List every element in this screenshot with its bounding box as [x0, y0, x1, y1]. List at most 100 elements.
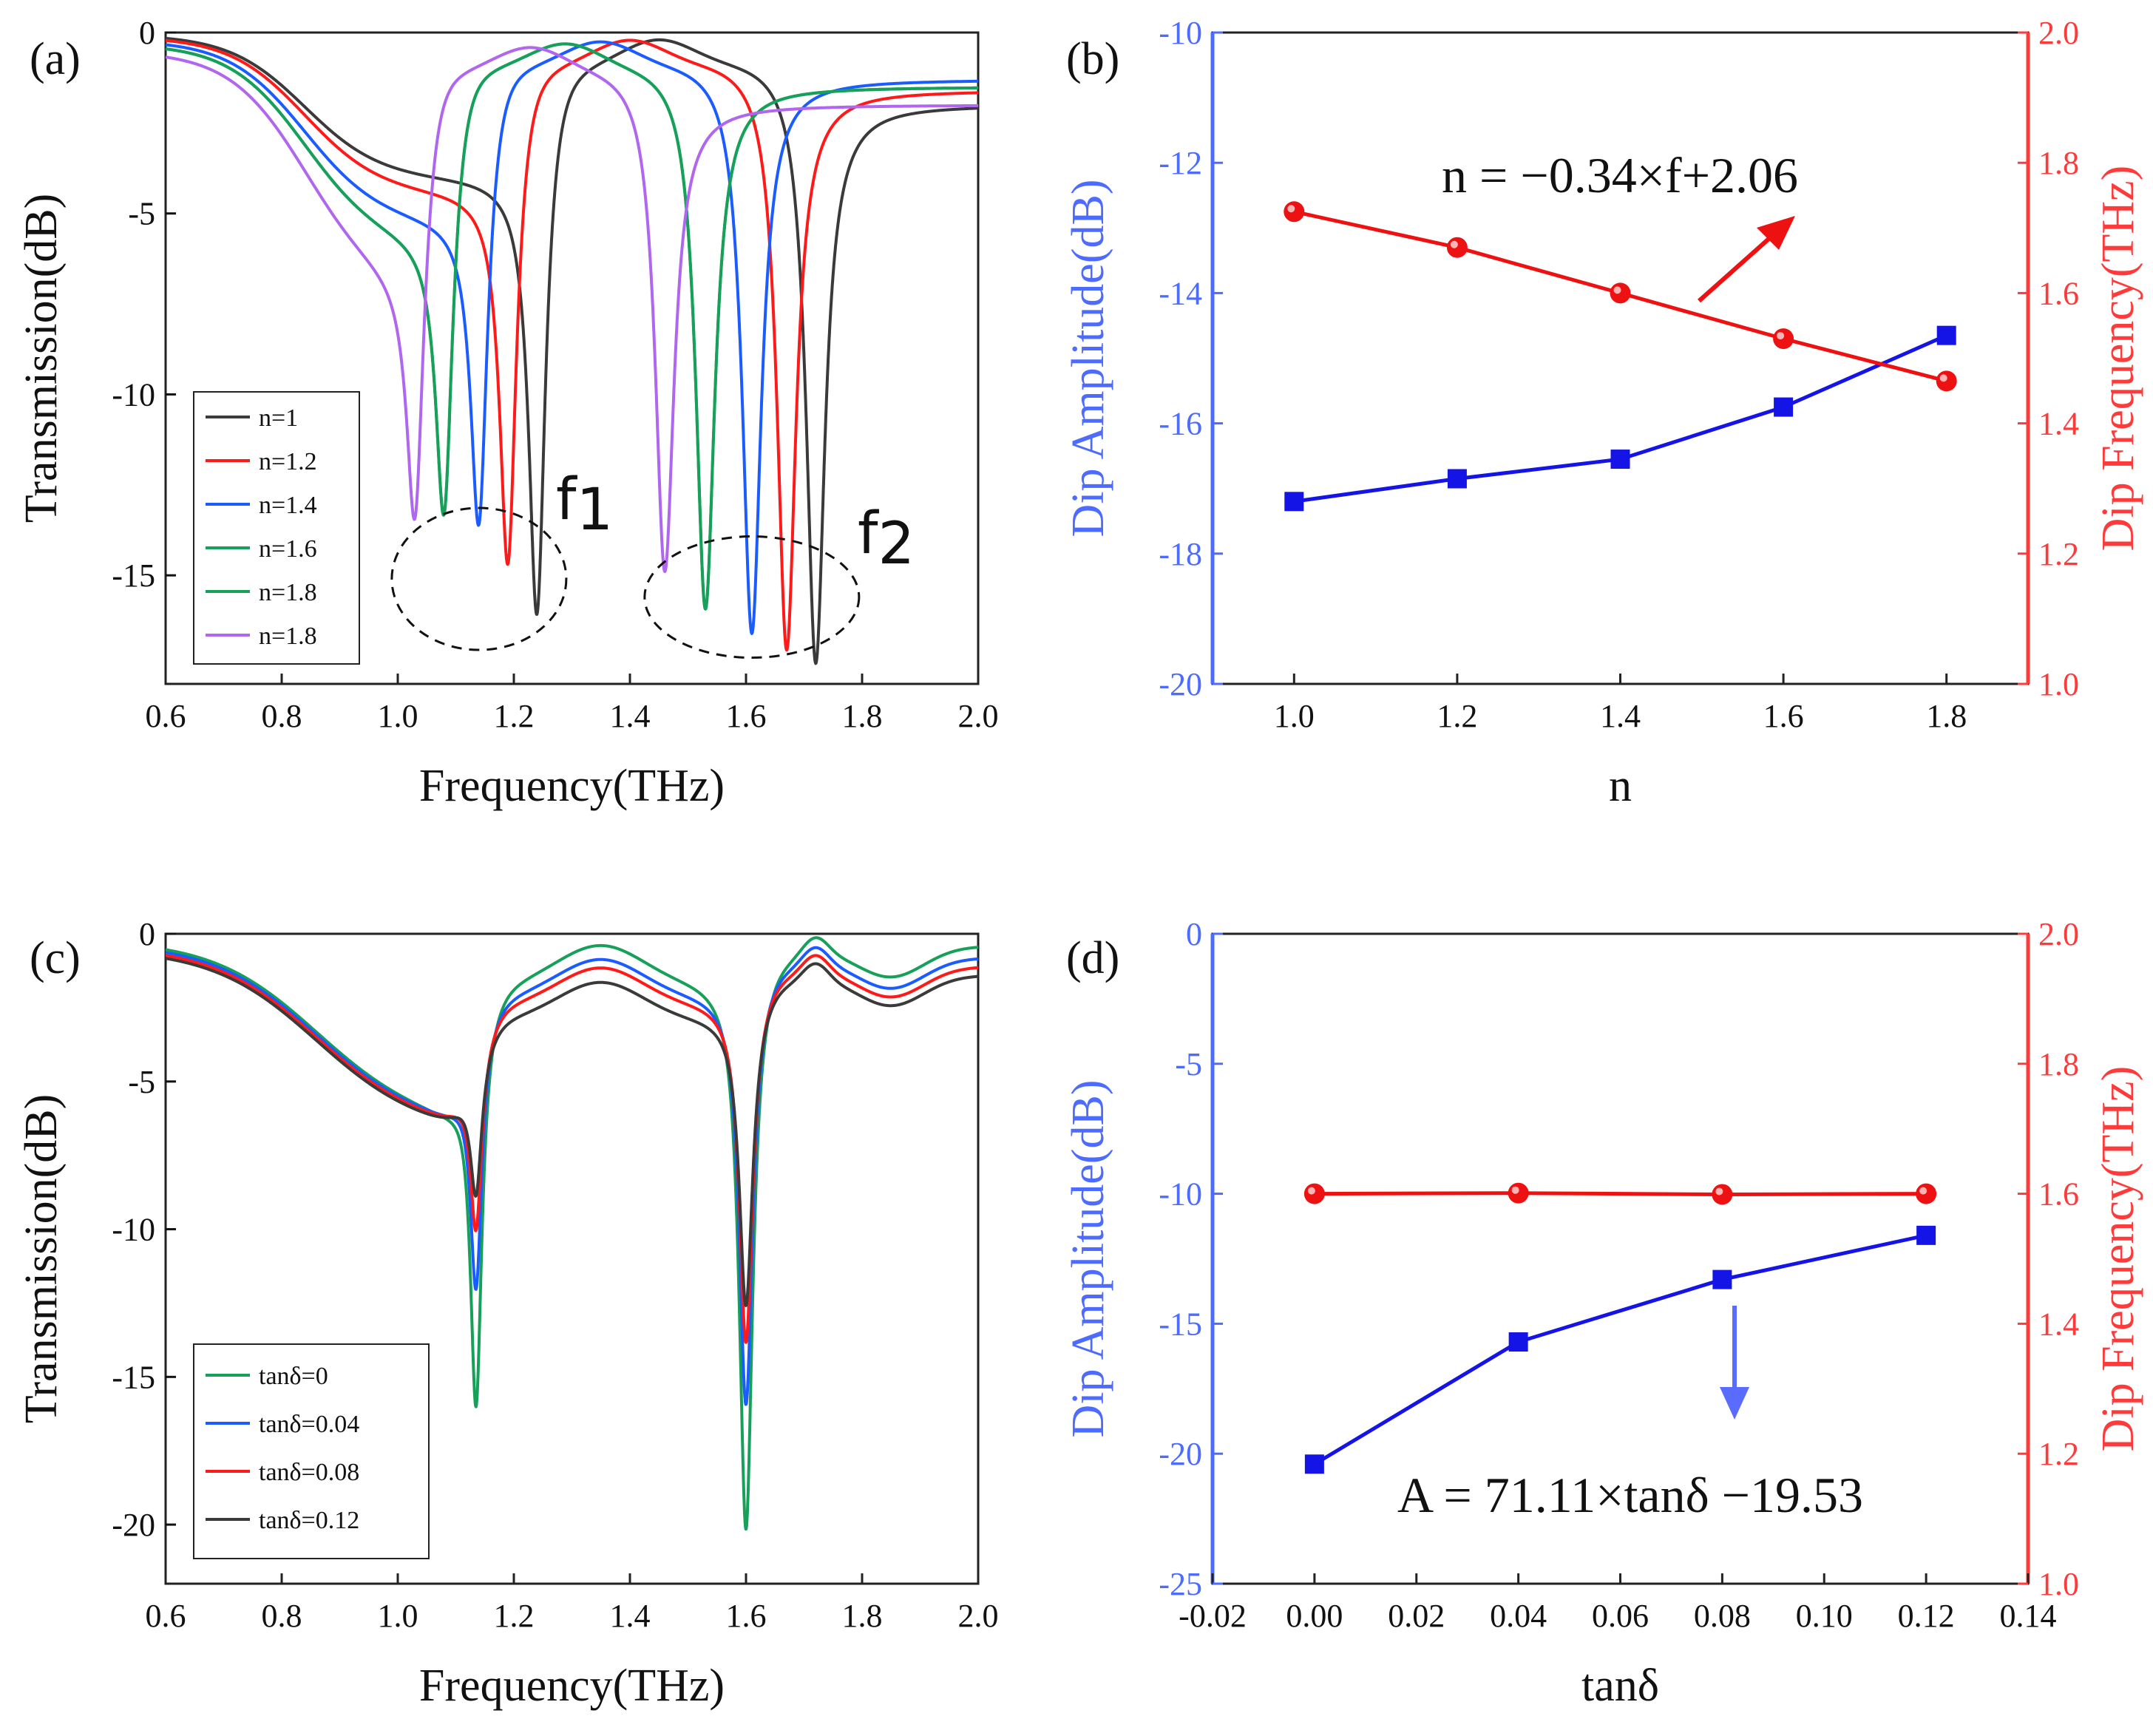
left-y-tick-label: -10 — [112, 376, 155, 413]
left-y-tick-label: -25 — [1159, 1566, 1202, 1602]
x-axis-label: tanδ — [1581, 1661, 1659, 1711]
x-tick-label: 0.00 — [1286, 1598, 1343, 1634]
right-y-tick-label: 1.4 — [2038, 406, 2079, 442]
dip-amplitude-point — [1304, 1454, 1324, 1474]
left-y-tick-label: -14 — [1159, 275, 1202, 311]
left-y-tick-label: -15 — [112, 1359, 155, 1395]
dip-amplitude-line — [1293, 333, 1947, 503]
fit-equation: n = −0.34×f+2.06 — [1442, 147, 1798, 203]
f1-annotation: f1 — [556, 467, 613, 543]
dip-frequency-line — [1314, 1191, 1927, 1197]
dip-frequency-point — [1936, 370, 1957, 392]
transmission-curve — [164, 954, 980, 1344]
panel-label-c: (c) — [30, 933, 81, 983]
dip-frequency-point-highlight — [1287, 205, 1295, 213]
transmission-curve — [164, 946, 980, 1406]
x-tick-label: 0.02 — [1388, 1598, 1445, 1634]
x-tick-label: 1.0 — [1274, 698, 1315, 734]
x-tick-label: 1.2 — [494, 698, 535, 734]
dip-amplitude-point — [1284, 492, 1304, 512]
x-tick-label: 0.14 — [2000, 1598, 2057, 1634]
left-y-tick-label: -20 — [1159, 1436, 1202, 1472]
dip-amplitude-point — [1936, 325, 1956, 345]
right-y-tick-label: 1.4 — [2038, 1306, 2079, 1342]
y-axis-label: Transmission(dB) — [16, 194, 67, 523]
dip-frequency-point — [1712, 1184, 1733, 1205]
equation-arrow-shaft — [1698, 233, 1774, 303]
left-y-tick-label: -16 — [1159, 406, 1202, 442]
x-tick-label: -0.02 — [1179, 1598, 1247, 1634]
f1-highlight-ellipse — [390, 506, 568, 651]
legend-label: n=1.2 — [259, 448, 317, 475]
dip-frequency-point-highlight — [1307, 1187, 1315, 1195]
legend-label: tanδ=0.08 — [259, 1459, 359, 1486]
x-tick-label: 1.0 — [378, 1598, 418, 1634]
left-y-tick-label: -18 — [1159, 536, 1202, 572]
plot-frame — [1211, 31, 2030, 685]
x-tick-label: 1.4 — [610, 698, 651, 734]
f2-annotation: f2 — [858, 501, 915, 577]
left-y-tick-label: -10 — [1159, 1176, 1202, 1213]
left-y-tick-label: -15 — [112, 557, 155, 594]
left-y-tick-label: -10 — [1159, 15, 1202, 51]
dip-amplitude-point — [1916, 1225, 1936, 1245]
plot-frame — [164, 31, 980, 685]
right-y-tick-label: 1.0 — [2038, 666, 2079, 702]
dip-frequency-point — [1773, 328, 1794, 350]
x-tick-label: 0.10 — [1796, 1598, 1853, 1634]
x-tick-label: 0.04 — [1490, 1598, 1547, 1634]
x-tick-label: 0.6 — [146, 1598, 186, 1634]
dip-frequency-point-highlight — [1939, 374, 1947, 382]
legend-label: n=1 — [259, 404, 298, 432]
legend-label: tanδ=0 — [259, 1363, 328, 1390]
left-y-tick-label: -5 — [128, 1064, 155, 1100]
dip-frequency-point — [1284, 201, 1305, 223]
x-tick-label: 1.6 — [726, 698, 767, 734]
dip-frequency-point-highlight — [1450, 240, 1458, 248]
dip-amplitude-point — [1447, 469, 1467, 489]
x-tick-label: 2.0 — [958, 1598, 999, 1634]
transmission-curve — [164, 36, 980, 665]
legend-label: n=1.4 — [259, 492, 317, 519]
x-tick-label: 1.0 — [378, 698, 418, 734]
x-tick-label: 0.06 — [1592, 1598, 1649, 1634]
legend-label: tanδ=0.12 — [259, 1507, 359, 1534]
transmission-curve — [164, 40, 980, 635]
dip-amplitude-line — [1313, 1233, 1927, 1466]
x-tick-label: 1.8 — [1926, 698, 1967, 734]
transmission-curve — [164, 957, 980, 1307]
right-y-tick-label: 1.8 — [2038, 145, 2079, 181]
x-tick-label: 2.0 — [958, 698, 999, 734]
legend-label: tanδ=0.04 — [259, 1411, 359, 1438]
f2-highlight-ellipse — [643, 535, 861, 660]
right-y-tick-label: 1.2 — [2038, 1436, 2079, 1472]
dip-frequency-point-highlight — [1777, 332, 1785, 340]
transmission-curve — [164, 46, 980, 574]
fit-equation: A = 71.11×tanδ −19.53 — [1397, 1467, 1863, 1523]
equation-arrow-head — [1757, 216, 1795, 250]
dip-frequency-point — [1916, 1183, 1937, 1204]
x-tick-label: 0.8 — [262, 1598, 302, 1634]
left-y-tick-label: 0 — [1186, 916, 1202, 952]
x-axis-label: n — [1609, 761, 1632, 811]
right-y-tick-label: 2.0 — [2038, 916, 2079, 952]
legend-box — [193, 1343, 430, 1559]
right-y-tick-label: 1.2 — [2038, 536, 2079, 572]
x-tick-label: 0.12 — [1898, 1598, 1955, 1634]
x-tick-label: 1.4 — [1600, 698, 1641, 734]
panel-label: (d) — [1066, 933, 1119, 983]
right-y-tick-label: 1.0 — [2038, 1566, 2079, 1602]
left-y-axis-label: Dip Amplitude(dB) — [1063, 1080, 1113, 1438]
legend-label: n=1.6 — [259, 535, 317, 563]
dip-amplitude-point — [1774, 397, 1794, 417]
dip-frequency-point — [1610, 282, 1631, 304]
panel-label-a: (a) — [30, 34, 81, 84]
x-tick-label: 1.6 — [726, 1598, 767, 1634]
x-tick-label: 0.6 — [146, 698, 186, 734]
dip-frequency-point-highlight — [1919, 1187, 1927, 1195]
x-tick-label: 1.2 — [494, 1598, 535, 1634]
dip-frequency-point — [1446, 237, 1468, 258]
dip-frequency-point — [1508, 1182, 1529, 1204]
right-y-axis-label: Dip Frequency(THz) — [2093, 166, 2143, 552]
